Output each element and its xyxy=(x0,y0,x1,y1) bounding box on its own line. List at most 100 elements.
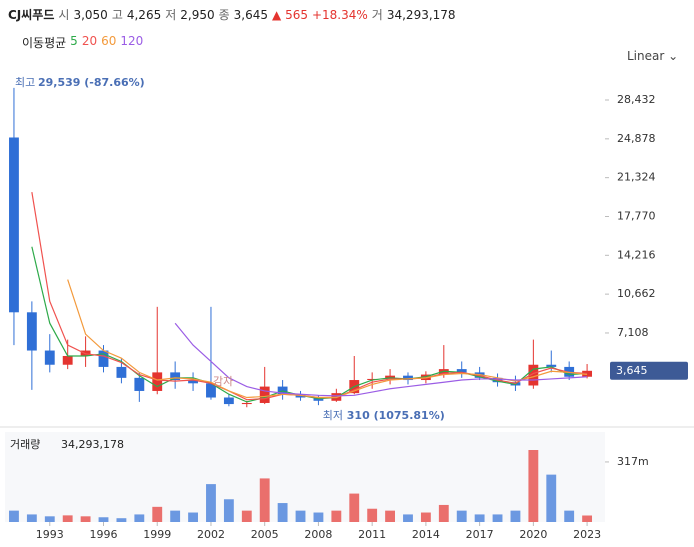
x-tick-label: 2005 xyxy=(251,528,279,541)
min-label: 최저 xyxy=(323,409,343,422)
volume-bar xyxy=(564,510,575,522)
x-tick-label: 2002 xyxy=(197,528,225,541)
volume-bar xyxy=(367,508,378,522)
volume-bar xyxy=(188,512,198,522)
candle-body xyxy=(62,355,73,365)
volume-bar xyxy=(456,510,467,522)
ma-line xyxy=(67,279,588,399)
volume-title: 거래량 xyxy=(10,438,40,451)
volume-bar xyxy=(26,514,37,522)
header: CJ씨푸드 시 3,050 고 4,265 저 2,950 종 3,645 ▲ 565 +… xyxy=(8,6,456,23)
candle-body xyxy=(259,386,270,403)
y-tick-label: 7,108 xyxy=(617,326,649,339)
volume-bar xyxy=(223,499,234,522)
candle-body xyxy=(456,369,467,373)
y-tick-label: 317m xyxy=(617,455,649,468)
y-tick-label: 24,878 xyxy=(617,132,656,145)
ma-legend-item: 60 xyxy=(101,34,117,48)
candle-body xyxy=(152,372,163,391)
volume-bar xyxy=(492,514,503,522)
volume-bar xyxy=(241,510,252,522)
x-tick-label: 2020 xyxy=(519,528,547,541)
volume-bar xyxy=(295,510,306,522)
volume-bar xyxy=(510,510,521,522)
close-label: 종 xyxy=(218,8,230,22)
volume-bar xyxy=(313,512,324,522)
ma-legend-item: 5 xyxy=(70,34,78,48)
y-tick-label: 10,662 xyxy=(617,287,656,300)
low: 2,950 xyxy=(180,7,215,22)
volume-bar xyxy=(259,478,270,522)
candle-body xyxy=(116,366,127,378)
volume-bar xyxy=(385,510,395,522)
ma-legend-item: 20 xyxy=(81,34,98,48)
ma-legend[interactable]: 이동평균 5 20 60 120 xyxy=(22,34,143,51)
open-label: 시 xyxy=(58,8,70,22)
volume-bar xyxy=(331,510,342,522)
high-label: 고 xyxy=(111,8,123,22)
volume-bar xyxy=(116,518,127,522)
y-tick-label: 17,770 xyxy=(617,209,656,222)
volume-bar xyxy=(206,484,216,522)
x-tick-label: 2011 xyxy=(358,528,386,541)
candle-body xyxy=(9,137,19,313)
last-price: 3,645 xyxy=(616,364,648,377)
event-label: 감자 xyxy=(213,375,233,388)
candle-body xyxy=(403,375,413,381)
volume-bar xyxy=(134,514,145,522)
candle-body xyxy=(134,377,145,391)
max-text: 29,539 (-87.66%) xyxy=(38,76,145,89)
x-tick-label: 2008 xyxy=(304,528,332,541)
close: 3,645 xyxy=(233,7,269,22)
volume-bar xyxy=(546,474,557,522)
candle-body xyxy=(546,364,557,367)
y-tick-label: 14,216 xyxy=(617,248,656,261)
x-tick-label: 1996 xyxy=(90,528,118,541)
volume-bar xyxy=(80,516,91,522)
x-tick-label: 2017 xyxy=(466,528,494,541)
low-label: 저 xyxy=(165,8,177,22)
volume: 34,293,178 xyxy=(386,7,456,22)
scale-label: Linear xyxy=(627,49,665,63)
volume-bar xyxy=(438,504,449,522)
candle-body xyxy=(241,402,252,405)
volume-bar xyxy=(44,516,55,522)
volume-bar xyxy=(582,515,593,522)
y-tick-label: 21,324 xyxy=(617,171,656,184)
volume-label: 거 xyxy=(371,8,383,22)
ma-legend-item: 120 xyxy=(120,34,144,48)
min-text: 310 (1075.81%) xyxy=(347,409,445,422)
x-tick-label: 1993 xyxy=(36,528,64,541)
volume-bar xyxy=(528,450,539,522)
volume-bar xyxy=(152,506,163,522)
x-tick-label: 1999 xyxy=(143,528,171,541)
y-tick-label: 28,432 xyxy=(617,93,656,106)
candle-body xyxy=(206,383,216,398)
change-value: 565 xyxy=(285,7,308,22)
ma-line xyxy=(174,322,588,397)
change: ▲ 565 xyxy=(272,7,308,22)
change-pct: +18.34% xyxy=(311,7,368,22)
ma-label: 이동평균 xyxy=(22,36,67,50)
stock-name: CJ씨푸드 xyxy=(8,8,55,22)
x-tick-label: 2014 xyxy=(412,528,440,541)
candle-body xyxy=(188,380,198,384)
candle-body xyxy=(98,350,109,367)
scale-toggle[interactable]: Linear ⌄ xyxy=(627,49,679,63)
volume-bg xyxy=(5,432,605,522)
volume-bar xyxy=(98,517,109,522)
volume-bar xyxy=(277,503,288,522)
open: 3,050 xyxy=(73,7,108,22)
volume-bar xyxy=(420,512,431,522)
candle-body xyxy=(528,364,539,386)
max-label: 최고 xyxy=(15,76,35,89)
candle-body xyxy=(223,397,234,405)
x-tick-label: 2023 xyxy=(573,528,601,541)
volume-bar xyxy=(62,515,73,522)
volume-bar xyxy=(170,510,181,522)
ma-line xyxy=(31,192,588,401)
volume-title-value: 34,293,178 xyxy=(61,438,124,451)
volume-bar xyxy=(474,514,485,522)
